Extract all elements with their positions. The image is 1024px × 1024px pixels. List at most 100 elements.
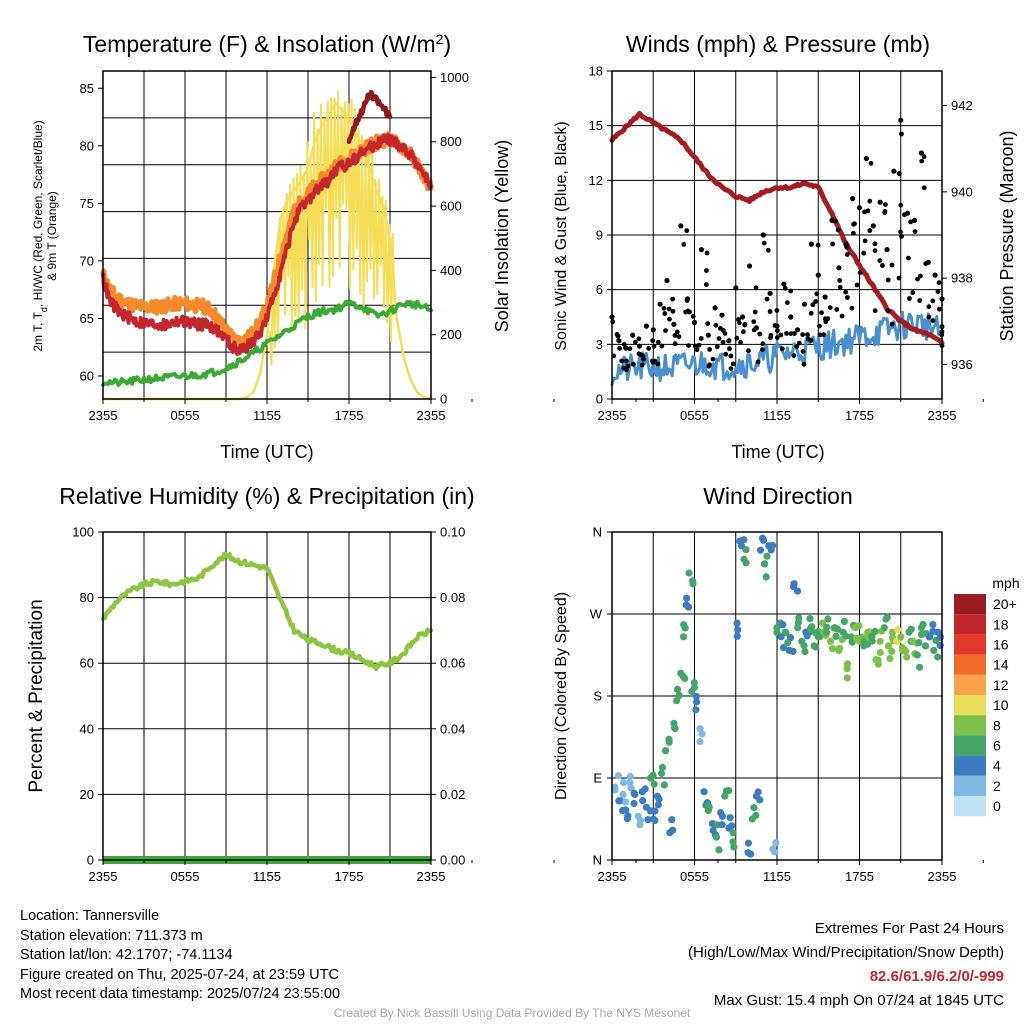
gust-point bbox=[796, 340, 802, 346]
y-tick-label: 3 bbox=[596, 337, 603, 352]
gust-point bbox=[684, 228, 690, 234]
direction-point bbox=[671, 724, 679, 732]
direction-point bbox=[700, 788, 708, 796]
gust-point bbox=[768, 333, 774, 338]
y-tick-label: 60 bbox=[80, 368, 94, 383]
y2-tick-label: 600 bbox=[440, 199, 462, 214]
gust-point bbox=[662, 311, 668, 316]
gust-point bbox=[868, 160, 874, 166]
y-tick-label: N bbox=[593, 853, 602, 868]
gust-point bbox=[801, 361, 807, 367]
direction-point bbox=[624, 812, 632, 820]
gust-point bbox=[827, 305, 833, 310]
direction-point bbox=[729, 829, 737, 837]
direction-point bbox=[684, 603, 693, 611]
legend-label: 4 bbox=[993, 758, 1001, 774]
gust-point bbox=[636, 336, 642, 342]
gust-point bbox=[794, 344, 800, 349]
gust-point bbox=[667, 316, 672, 322]
gust-point bbox=[726, 338, 732, 344]
gust-point bbox=[685, 308, 691, 314]
humidity-chart: 2355 0555 1155 1755 23550204060801000.000.02… bbox=[26, 483, 719, 884]
direction-point bbox=[696, 738, 704, 746]
gust-point bbox=[857, 270, 863, 276]
direction-point bbox=[712, 833, 721, 841]
gust-point bbox=[926, 304, 932, 310]
gust-point bbox=[751, 319, 757, 324]
gust-point bbox=[891, 168, 897, 174]
direction-point bbox=[740, 536, 748, 544]
direction-point bbox=[897, 633, 905, 641]
direction-point bbox=[761, 560, 769, 568]
gust-point bbox=[719, 312, 725, 318]
x-tick-label: 1755 bbox=[335, 869, 364, 884]
direction-point bbox=[907, 625, 915, 633]
legend-label: 18 bbox=[993, 616, 1009, 632]
gust-point bbox=[835, 227, 841, 233]
legend-swatch bbox=[954, 654, 986, 675]
gust-point bbox=[767, 290, 773, 296]
gust-point bbox=[813, 299, 818, 304]
gust-point bbox=[704, 268, 709, 273]
direction-point bbox=[834, 625, 842, 633]
y2-axis-label-group: Solar Insolation (Yellow) bbox=[492, 140, 512, 332]
gust-point bbox=[672, 341, 678, 347]
gust-point bbox=[930, 298, 936, 304]
gust-point bbox=[885, 308, 891, 313]
gust-point bbox=[616, 338, 622, 344]
gust-point bbox=[808, 241, 815, 247]
gust-point bbox=[817, 332, 823, 338]
gust-point bbox=[906, 255, 911, 261]
gust-point bbox=[705, 332, 711, 338]
y-tick-label: 0 bbox=[87, 853, 94, 868]
gust-point bbox=[663, 328, 668, 333]
y2-tick-label: 0.10 bbox=[440, 525, 465, 540]
y2-tick-label: 940 bbox=[951, 184, 973, 199]
direction-point bbox=[630, 799, 638, 808]
gust-point bbox=[834, 307, 840, 312]
legend-swatch bbox=[954, 775, 986, 796]
gust-point bbox=[619, 358, 625, 364]
y2-tick-label: 800 bbox=[440, 134, 462, 149]
direction-point bbox=[840, 617, 849, 626]
winds-chart: 2355 0555 1155 1755 235503691215189369389409… bbox=[553, 31, 1017, 462]
gust-point bbox=[723, 351, 729, 357]
direction-point bbox=[611, 786, 619, 794]
gust-point bbox=[844, 244, 850, 250]
x-tick-label: 2355 bbox=[598, 869, 627, 884]
gust-point bbox=[817, 323, 822, 329]
direction-point bbox=[733, 632, 741, 640]
gust-point bbox=[774, 335, 780, 341]
gust-point bbox=[741, 329, 746, 335]
direction-point bbox=[662, 747, 670, 755]
direction-point bbox=[657, 769, 666, 778]
direction-point bbox=[915, 639, 923, 647]
y-tick-label: 12 bbox=[589, 173, 603, 188]
gust-point bbox=[733, 285, 739, 291]
y-tick-label: 75 bbox=[80, 196, 94, 211]
gust-point bbox=[672, 333, 678, 338]
y-tick-label: 40 bbox=[80, 721, 94, 736]
direction-point bbox=[823, 623, 831, 631]
extremes-values: 82.6/61.9/6.2/0/-999 bbox=[869, 968, 1004, 985]
y-axis-label: Sonic Wind & Gust (Blue, Black) bbox=[553, 121, 570, 350]
direction-point bbox=[698, 730, 706, 738]
x-tick-label: 2355 bbox=[417, 869, 446, 884]
gust-point bbox=[919, 158, 925, 164]
direction-point bbox=[619, 790, 627, 799]
gust-point bbox=[821, 332, 826, 337]
gust-point bbox=[652, 358, 658, 364]
speed-legend: mph 20+ 18 16 14 12 10 8 6 4 2 0 bbox=[954, 575, 1020, 817]
y-axis-label-group: 2m T, Td, HI/WC (Red, Green, Scarlet/Blu… bbox=[31, 120, 59, 351]
y-tick-label: E bbox=[593, 771, 602, 786]
direction-point bbox=[855, 622, 863, 630]
legend-swatch bbox=[954, 634, 986, 655]
gust-point bbox=[910, 290, 916, 295]
direction-point bbox=[651, 807, 659, 815]
title-end: ) bbox=[443, 31, 451, 57]
direction-point bbox=[926, 633, 934, 641]
direction-point bbox=[902, 647, 910, 655]
direction-point bbox=[728, 822, 736, 830]
direction-point bbox=[824, 615, 832, 623]
gust-point bbox=[830, 241, 835, 247]
